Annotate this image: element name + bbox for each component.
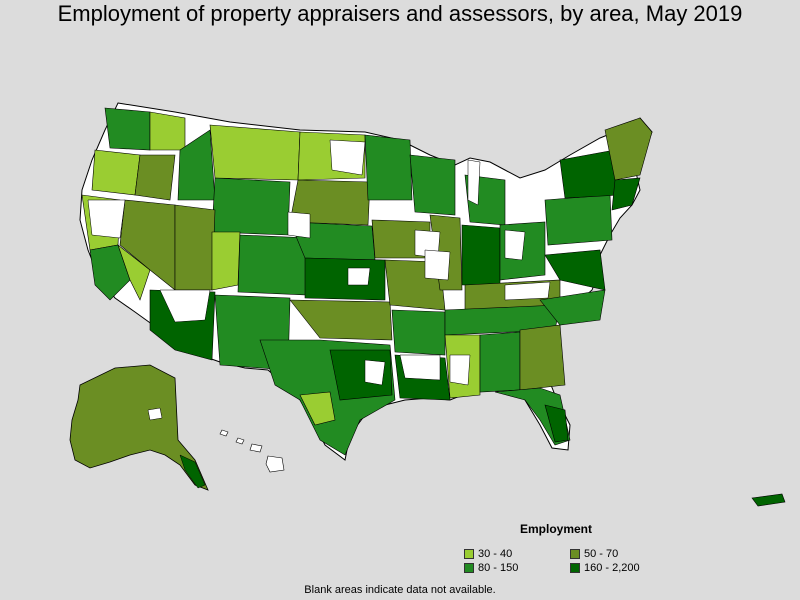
- legend-swatch: [464, 549, 474, 559]
- legend-label: 160 - 2,200: [584, 562, 640, 574]
- legend-label: 30 - 40: [478, 548, 513, 560]
- legend-item-30-40: 30 - 40: [464, 548, 512, 560]
- puerto-rico: [751, 493, 786, 507]
- legend-swatch: [570, 563, 580, 573]
- footnote: Blank areas indicate data not available.: [304, 584, 496, 596]
- hawaii-islands: [219, 429, 285, 473]
- legend-title: Employment: [520, 522, 593, 536]
- no-data-areas: [87, 139, 551, 386]
- legend-item-160-2200: 160 - 2,200: [570, 562, 640, 574]
- alaska-white-area: [147, 407, 163, 421]
- legend-item-80-150: 80 - 150: [464, 562, 518, 574]
- legend-item-50-70: 50 - 70: [570, 548, 618, 560]
- alaska-dark-area: [179, 454, 206, 489]
- legend-label: 80 - 150: [478, 562, 519, 574]
- legend-label: 50 - 70: [584, 548, 619, 560]
- legend-swatch: [464, 563, 474, 573]
- map-title: Employment of property appraisers and as…: [57, 1, 743, 26]
- legend-swatch: [570, 549, 580, 559]
- alaska-region: [69, 364, 209, 491]
